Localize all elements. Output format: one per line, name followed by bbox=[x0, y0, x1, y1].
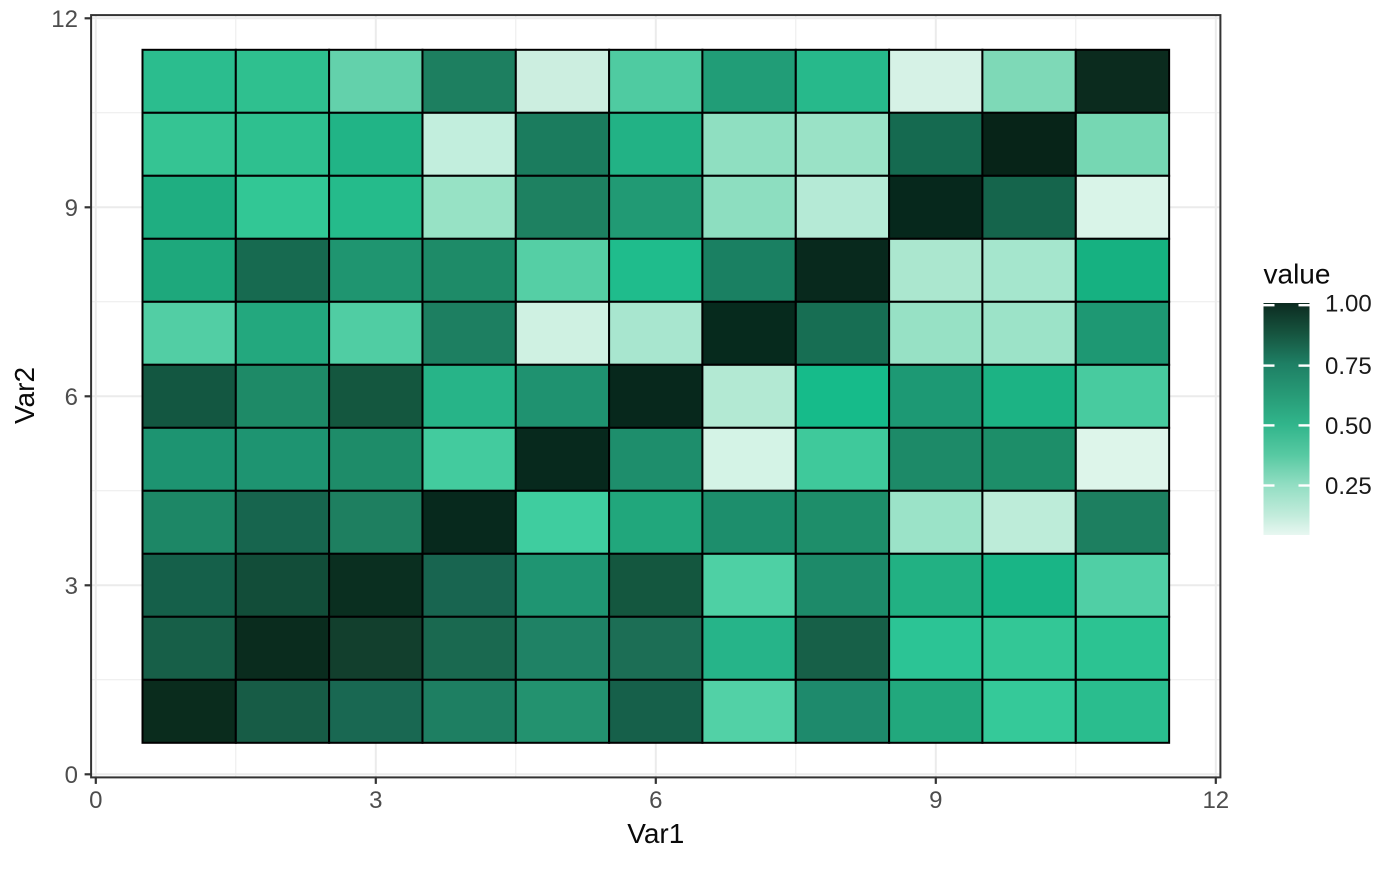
svg-text:6: 6 bbox=[65, 384, 78, 411]
svg-text:value: value bbox=[1264, 259, 1331, 290]
svg-text:9: 9 bbox=[65, 195, 78, 222]
svg-text:0: 0 bbox=[89, 787, 102, 814]
svg-text:Var2: Var2 bbox=[9, 367, 40, 424]
svg-text:12: 12 bbox=[1202, 787, 1229, 814]
svg-text:12: 12 bbox=[51, 6, 78, 33]
svg-text:Var1: Var1 bbox=[627, 818, 684, 849]
svg-text:9: 9 bbox=[929, 787, 942, 814]
svg-text:1.00: 1.00 bbox=[1325, 291, 1372, 318]
svg-text:0: 0 bbox=[65, 762, 78, 789]
svg-text:0.50: 0.50 bbox=[1325, 413, 1372, 440]
svg-text:3: 3 bbox=[369, 787, 382, 814]
svg-text:3: 3 bbox=[65, 573, 78, 600]
svg-text:6: 6 bbox=[649, 787, 662, 814]
svg-text:0.75: 0.75 bbox=[1325, 353, 1372, 380]
svg-text:0.25: 0.25 bbox=[1325, 473, 1372, 500]
